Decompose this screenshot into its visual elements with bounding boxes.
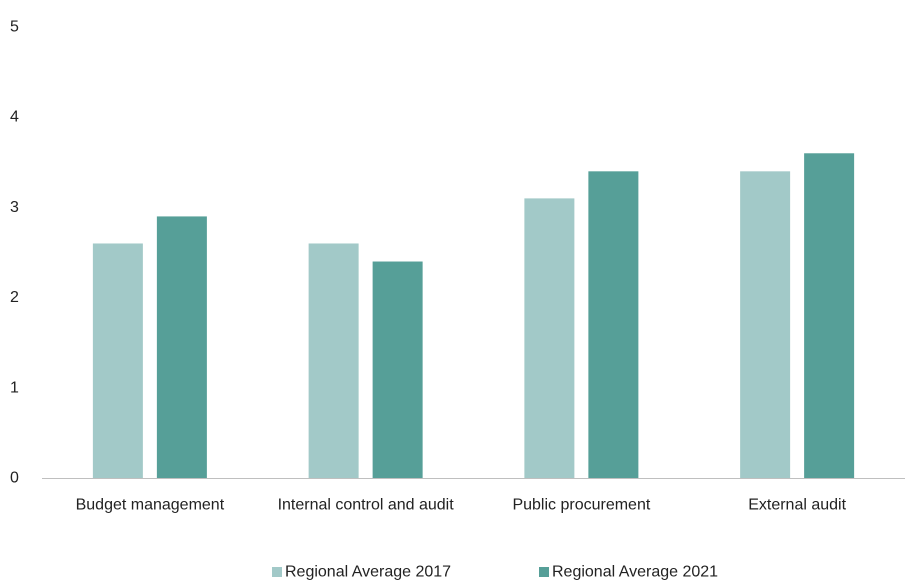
legend-label-0: Regional Average 2017 <box>285 564 451 581</box>
x-category-label: Public procurement <box>512 497 650 514</box>
bar-2021-2 <box>588 171 639 478</box>
y-tick-label: 4 <box>10 109 19 126</box>
x-axis: Budget management Internal control and au… <box>76 497 847 514</box>
y-tick-label: 1 <box>10 379 19 396</box>
bar-2017-2 <box>524 198 575 478</box>
bars <box>92 153 855 479</box>
legend-swatch-0 <box>272 567 282 577</box>
y-tick-label: 0 <box>10 470 19 487</box>
y-tick-label: 5 <box>10 19 19 36</box>
y-axis: 0 1 2 3 4 5 <box>10 19 19 487</box>
bar-2017-0 <box>92 243 143 478</box>
x-category-label: Budget management <box>76 497 225 514</box>
legend-swatch-1 <box>539 567 549 577</box>
x-category-label: Internal control and audit <box>278 497 455 514</box>
legend-label-1: Regional Average 2021 <box>552 564 718 581</box>
y-tick-label: 3 <box>10 199 19 216</box>
bar-2021-1 <box>372 261 423 478</box>
legend: Regional Average 2017 Regional Average 20… <box>272 564 718 581</box>
bar-2021-3 <box>804 153 855 478</box>
y-tick-label: 2 <box>10 289 19 306</box>
bar-2017-3 <box>740 171 791 478</box>
bar-2017-1 <box>308 243 359 478</box>
bar-2021-0 <box>156 216 207 479</box>
x-category-label: External audit <box>748 497 846 514</box>
